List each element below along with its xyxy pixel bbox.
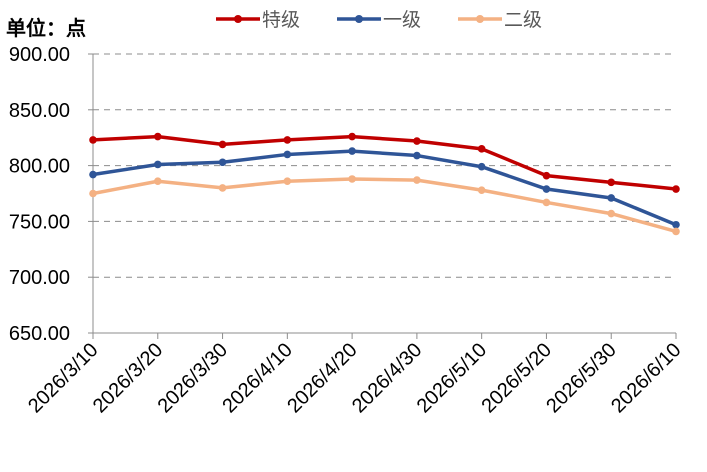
legend: 特级 一级 二级 <box>216 9 542 31</box>
data-point <box>542 185 551 193</box>
series-group <box>89 132 680 236</box>
data-point <box>218 158 227 167</box>
data-point <box>218 184 227 192</box>
series-line <box>92 177 677 234</box>
x-tick-label: 2026/4/20 <box>283 339 361 417</box>
x-axis-ticks: 2026/3/102026/3/202026/3/302026/4/102026… <box>24 339 685 417</box>
data-point <box>283 150 292 159</box>
y-tick-label: 750.00 <box>9 211 70 233</box>
legend-swatch-marker <box>234 15 242 23</box>
data-point <box>607 209 616 218</box>
x-tick-label: 2026/3/10 <box>24 339 102 417</box>
data-point <box>283 177 292 186</box>
data-point <box>89 189 97 198</box>
unit-label: 单位：点 <box>6 16 86 40</box>
series-line <box>92 134 677 191</box>
series-一级 <box>89 147 680 229</box>
x-tick-label: 2026/3/20 <box>89 339 167 417</box>
data-point <box>607 194 616 202</box>
data-point <box>607 178 616 187</box>
y-tick-label: 800.00 <box>9 156 70 178</box>
x-tick-label: 2026/5/30 <box>542 339 620 417</box>
x-tick-label: 2026/4/30 <box>348 339 426 417</box>
data-point <box>153 177 162 186</box>
data-point <box>413 176 421 184</box>
y-tick-label: 900.00 <box>9 44 70 66</box>
data-point <box>672 227 680 236</box>
series-特级 <box>89 132 680 193</box>
data-point <box>89 170 97 179</box>
y-tick-label: 850.00 <box>9 100 70 122</box>
data-point <box>153 132 162 141</box>
y-tick-label: 650.00 <box>9 323 70 345</box>
legend-swatch-marker <box>476 15 484 23</box>
x-tick-label: 2026/5/10 <box>413 339 491 417</box>
legend-label: 一级 <box>383 9 421 31</box>
y-tick-label: 700.00 <box>9 267 70 289</box>
data-point <box>153 160 162 169</box>
gridlines <box>93 53 676 278</box>
legend-label: 特级 <box>262 9 300 31</box>
data-point <box>413 137 421 145</box>
x-tick-label: 2026/4/10 <box>218 339 296 417</box>
data-point <box>413 151 421 160</box>
legend-label: 二级 <box>504 9 542 31</box>
series-line <box>92 149 677 227</box>
x-tick-label: 2026/5/20 <box>478 339 556 417</box>
data-point <box>283 136 292 144</box>
data-point <box>218 140 227 149</box>
legend-swatch-marker <box>355 15 363 23</box>
data-point <box>542 171 551 180</box>
data-point <box>348 175 356 183</box>
data-point <box>672 220 680 229</box>
data-point <box>89 136 97 144</box>
data-point <box>672 185 680 193</box>
data-point <box>348 132 356 141</box>
data-point <box>542 198 551 207</box>
x-tick-label: 2026/3/30 <box>154 339 232 417</box>
x-tick-label: 2026/6/10 <box>607 339 685 417</box>
data-point <box>477 186 486 194</box>
series-二级 <box>89 175 680 236</box>
data-point <box>477 145 486 153</box>
data-point <box>477 162 486 171</box>
data-point <box>348 147 356 155</box>
y-axis-ticks: 650.00 700.00 750.00 800.00 850.00 900.00 <box>9 44 70 345</box>
